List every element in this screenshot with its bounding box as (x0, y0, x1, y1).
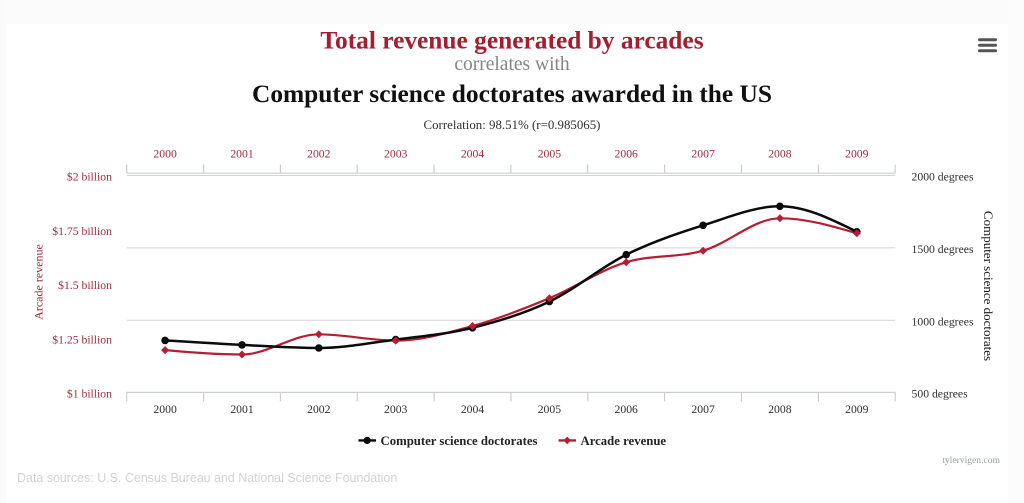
svg-text:2007: 2007 (691, 148, 715, 161)
svg-text:2003: 2003 (384, 403, 408, 416)
svg-text:2002: 2002 (307, 148, 331, 161)
svg-text:500 degrees: 500 degrees (912, 388, 969, 401)
svg-text:$1 billion: $1 billion (67, 388, 112, 401)
svg-text:$1.75 billion: $1.75 billion (52, 225, 112, 238)
svg-text:2000: 2000 (153, 403, 177, 416)
svg-text:2006: 2006 (615, 148, 639, 161)
svg-text:Correlation: 98.51% (r=0.98506: Correlation: 98.51% (r=0.985065) (424, 118, 601, 132)
svg-text:$1.5 billion: $1.5 billion (58, 279, 112, 292)
svg-text:tylervigen.com: tylervigen.com (942, 455, 1000, 466)
svg-text:Arcade revenue: Arcade revenue (32, 244, 46, 320)
svg-text:2008: 2008 (768, 148, 792, 161)
svg-text:2009: 2009 (845, 403, 869, 416)
svg-text:2009: 2009 (845, 148, 869, 161)
svg-text:1000 degrees: 1000 degrees (912, 315, 974, 328)
svg-text:2003: 2003 (384, 148, 408, 161)
svg-text:2001: 2001 (230, 148, 254, 161)
svg-text:2006: 2006 (615, 403, 639, 416)
svg-text:Computer science doctorates aw: Computer science doctorates awarded in t… (252, 80, 772, 108)
svg-text:2008: 2008 (768, 403, 792, 416)
svg-text:$2 billion: $2 billion (67, 171, 112, 184)
svg-text:2007: 2007 (691, 403, 715, 416)
svg-text:2005: 2005 (538, 403, 562, 416)
svg-text:$1.25 billion: $1.25 billion (52, 333, 112, 346)
svg-text:2000: 2000 (153, 148, 177, 161)
svg-text:Computer science doctorates: Computer science doctorates (981, 211, 996, 361)
svg-text:correlates with: correlates with (454, 54, 570, 75)
svg-text:Arcade revenue: Arcade revenue (581, 434, 667, 448)
svg-text:2001: 2001 (230, 403, 254, 416)
svg-text:Computer science doctorates: Computer science doctorates (381, 434, 538, 448)
svg-text:2005: 2005 (538, 148, 562, 161)
svg-text:Data sources: U.S. Census Bure: Data sources: U.S. Census Bureau and Nat… (17, 471, 397, 485)
svg-text:2002: 2002 (307, 403, 331, 416)
svg-text:2004: 2004 (461, 148, 485, 161)
svg-text:2000 degrees: 2000 degrees (912, 171, 974, 184)
svg-text:2004: 2004 (461, 403, 485, 416)
svg-text:1500 degrees: 1500 degrees (912, 243, 974, 256)
svg-text:Total revenue generated by arc: Total revenue generated by arcades (320, 27, 703, 55)
